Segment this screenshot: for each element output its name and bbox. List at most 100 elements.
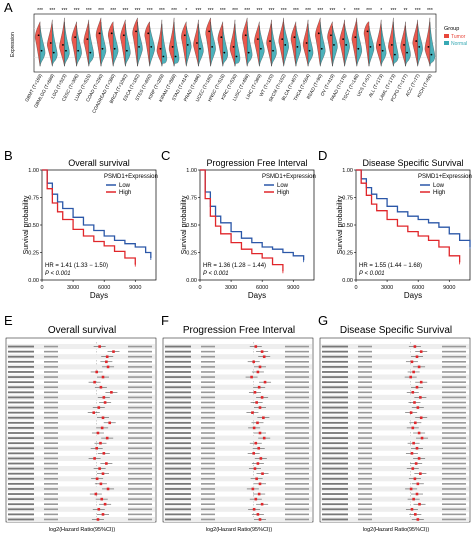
forest-row-hr-placeholder [285,381,309,383]
forest-row-hr-placeholder [128,427,152,429]
forest-point [110,391,113,394]
significance-label: *** [171,8,177,14]
violin-normal [39,25,46,67]
forest-row-label-placeholder [8,416,34,419]
median-point-tumor [122,34,125,37]
forest-point [412,497,415,501]
forest-row-pvalue-placeholder [201,518,215,521]
median-point-normal [174,55,177,58]
median-point-normal [333,44,335,46]
km-curve-low [42,169,152,258]
forest-point [262,416,265,420]
forest-row-hr-placeholder [285,483,309,485]
forest-row-hr-placeholder [442,401,466,404]
violin-tumor [412,19,418,67]
forest-point [409,487,413,491]
forest-row-band [164,445,312,451]
forest-point [97,406,101,409]
forest-point [419,472,422,475]
forest-row-hr-placeholder [128,376,152,378]
median-point-normal [235,55,238,58]
forest-point [256,462,260,465]
forest-row-hr-placeholder [285,452,309,455]
forest-row-label-placeholder [165,381,191,384]
panel-c-xtick-label: 0 [198,285,201,291]
violin-tumor [132,17,138,67]
forest-point [256,370,260,374]
panel-b-xtick-label: 9000 [129,285,141,291]
forest-row-hr-placeholder [285,467,309,470]
forest-row-hr-placeholder [285,498,309,500]
median-point-tumor [244,34,247,37]
forest-row-pvalue-placeholder [358,493,372,495]
median-point-normal [125,49,128,52]
forest-row-hr-placeholder [442,422,466,424]
forest-row-band [321,425,469,431]
forest-row-hr-placeholder [128,477,152,480]
forest-row-label-placeholder [165,477,191,480]
panel-label-e: E [4,313,13,328]
forest-row-label-placeholder [165,391,191,394]
violin-normal [210,21,216,67]
forest-row-label-placeholder [322,401,348,404]
forest-row-band [164,496,312,502]
forest-row-hr-placeholder [442,381,466,383]
forest-point [263,380,267,384]
forest-row-band [321,394,469,400]
forest-row-pvalue-placeholder [358,513,372,516]
violin-normal [113,25,119,67]
forest-row-label-placeholder [8,396,34,399]
violin-tumor [302,19,309,67]
forest-row-pvalue-placeholder [201,406,215,409]
violin-normal [381,23,387,67]
forest-row-label-placeholder [165,482,191,485]
median-point-tumor [74,36,77,39]
violin-normal [149,25,155,67]
violin-normal [320,21,326,67]
forest-point [254,441,258,445]
panel-b-legend-label-low: Low [119,183,131,189]
panel-c-title: Progression Free Interval [206,158,307,168]
forest-point [100,497,104,501]
forest-row-label-placeholder [8,513,34,516]
violin-tumor [217,21,223,67]
forest-point [252,452,255,455]
median-point-normal [357,47,360,50]
significance-label: *** [317,8,323,14]
panel-d-legend-label-high: High [433,190,445,196]
median-point-tumor [342,38,345,41]
forest-row-pvalue-placeholder [44,355,58,358]
median-point-tumor [159,47,162,50]
panel-g-xlabel: log2(Hazard Ratio(95%CI)) [363,527,429,533]
forest-point [250,375,253,379]
median-point-normal [113,47,116,50]
forest-row-hr-placeholder [128,371,152,373]
forest-row-pvalue-placeholder [44,488,58,490]
significance-label: *** [269,8,275,14]
forest-row-pvalue-placeholder [358,366,372,368]
forest-row-band [7,394,155,400]
forest-row-pvalue-placeholder [44,513,58,516]
forest-row-label-placeholder [8,411,34,414]
violin-tumor [120,19,126,67]
panel-g-title: Disease Specific Survival [340,325,452,336]
forest-point [93,457,96,460]
forest-row-hr-placeholder [442,361,466,363]
forest-row-pvalue-placeholder [44,350,58,353]
forest-point [416,482,420,486]
forest-row-pvalue-placeholder [201,472,215,475]
panel-f-xlabel: log2(Hazard Ratio(95%CI)) [206,527,272,533]
panel-c-p-text: P < 0.001 [203,271,229,277]
forest-row-label-placeholder [165,467,191,470]
forest-row-band [321,506,469,512]
median-point-tumor [317,32,320,35]
panel-d-p-text: P < 0.001 [359,271,385,277]
forest-row-hr-placeholder [285,366,309,368]
forest-row-band [164,506,312,512]
forest-row-label-placeholder [165,345,191,348]
significance-label: *** [147,8,153,14]
forest-row-label-placeholder [165,365,191,368]
violin-tumor [95,17,102,67]
forest-row-hr-placeholder [128,366,152,368]
forest-row-hr-placeholder [128,416,152,419]
